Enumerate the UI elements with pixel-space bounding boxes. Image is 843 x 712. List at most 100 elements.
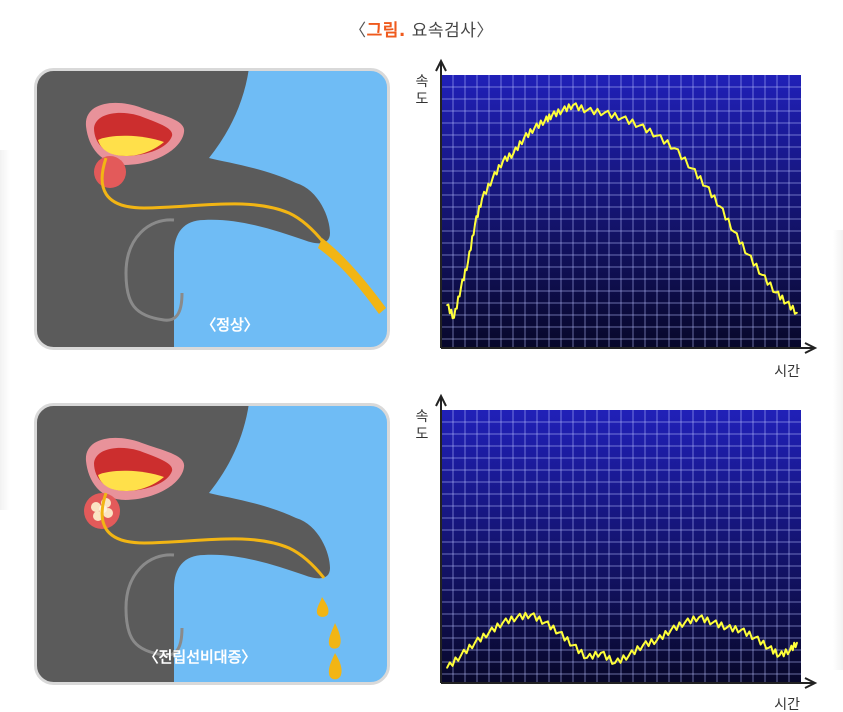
data-point [551, 114, 553, 117]
data-point [516, 616, 518, 619]
illustration-bph: 〈전립선비대증〉 [34, 403, 390, 685]
urethra [100, 157, 326, 244]
data-point [656, 134, 658, 137]
data-point [785, 301, 788, 304]
panel-frame [34, 68, 390, 350]
urethra [100, 492, 326, 579]
y-axis-label-char: 도 [416, 427, 429, 443]
data-point [789, 649, 791, 651]
data-point [491, 177, 494, 180]
grid-lines [441, 75, 801, 348]
y-axis-label-char: 속 [416, 409, 429, 425]
bladder-icon [85, 437, 185, 500]
data-point [533, 127, 536, 129]
data-point [733, 230, 735, 233]
data-point [712, 621, 714, 624]
grid-lines [441, 410, 801, 683]
data-point [642, 644, 644, 646]
title-accent: 그림 [366, 21, 399, 41]
title-open-bracket: 〈 [349, 21, 367, 41]
data-point [481, 198, 483, 200]
series-line [446, 102, 798, 320]
data-point [586, 657, 588, 659]
data-point [796, 641, 798, 644]
data-point [460, 286, 462, 289]
data-point [614, 662, 616, 664]
data-point [446, 667, 448, 669]
urine-drop [328, 623, 341, 649]
data-point [544, 621, 546, 624]
data-point [621, 117, 623, 119]
data-point [502, 160, 504, 162]
panel-label-normal: 〈정상〉 [201, 316, 259, 334]
y-axis-label-char: 도 [416, 92, 429, 108]
y-axis-label-char: 속 [416, 74, 429, 90]
data-point [747, 253, 749, 256]
title-dot: . [398, 21, 406, 41]
bladder-icon [85, 102, 185, 165]
data-point [512, 152, 515, 155]
data-point [460, 654, 462, 657]
illustration-normal: 〈정상〉 [34, 68, 390, 350]
figure-title: 〈그림. 요속검사〉 [0, 16, 843, 41]
prostate-icon [94, 156, 126, 188]
data-point [761, 274, 763, 276]
title-close-bracket: 〉 [476, 21, 494, 41]
data-point [502, 621, 504, 624]
data-point [572, 644, 574, 646]
data-point [768, 646, 770, 649]
data-point [705, 185, 707, 187]
data-point [628, 654, 630, 657]
data-point [726, 626, 728, 629]
data-point [474, 223, 476, 225]
y-axis-arrow-icon [435, 58, 447, 72]
data-point [474, 641, 476, 644]
urine-stream-normal [318, 238, 386, 314]
panel-frame [34, 403, 390, 685]
data-point [572, 104, 574, 106]
data-point [600, 652, 602, 654]
data-point [775, 291, 777, 294]
data-point [530, 614, 532, 616]
data-point [544, 119, 546, 122]
data-point [673, 147, 676, 150]
left-edge-shadow [0, 150, 10, 510]
data-points [446, 104, 798, 319]
y-axis-arrow-icon [435, 393, 447, 407]
x-axis-arrow-icon [804, 342, 818, 354]
data-point [796, 311, 798, 314]
data-point [446, 304, 448, 306]
axes [435, 393, 818, 689]
data-points [446, 614, 798, 669]
data-point [603, 112, 606, 114]
axes [435, 58, 818, 354]
urine-drop [328, 653, 342, 680]
x-axis-label: 시간 [774, 364, 800, 380]
data-point [778, 654, 781, 657]
x-axis-label: 시간 [774, 697, 800, 712]
data-point [698, 616, 700, 619]
urine-drop [316, 597, 329, 617]
data-point [754, 636, 756, 639]
data-point [558, 631, 560, 634]
data-point [523, 137, 525, 139]
data-point [453, 317, 455, 319]
title-text: 요속검사 [411, 21, 477, 41]
data-point [656, 639, 658, 641]
data-point [488, 631, 490, 634]
scrotum-outline [124, 553, 184, 657]
data-point [561, 109, 564, 112]
right-edge-shadow [833, 230, 843, 670]
data-point [719, 205, 721, 208]
scrotum-outline [124, 218, 184, 322]
data-point [670, 629, 672, 631]
data-point [638, 124, 641, 127]
panel-label-bph: 〈전립선비대증〉 [144, 648, 257, 666]
data-point [467, 261, 469, 263]
